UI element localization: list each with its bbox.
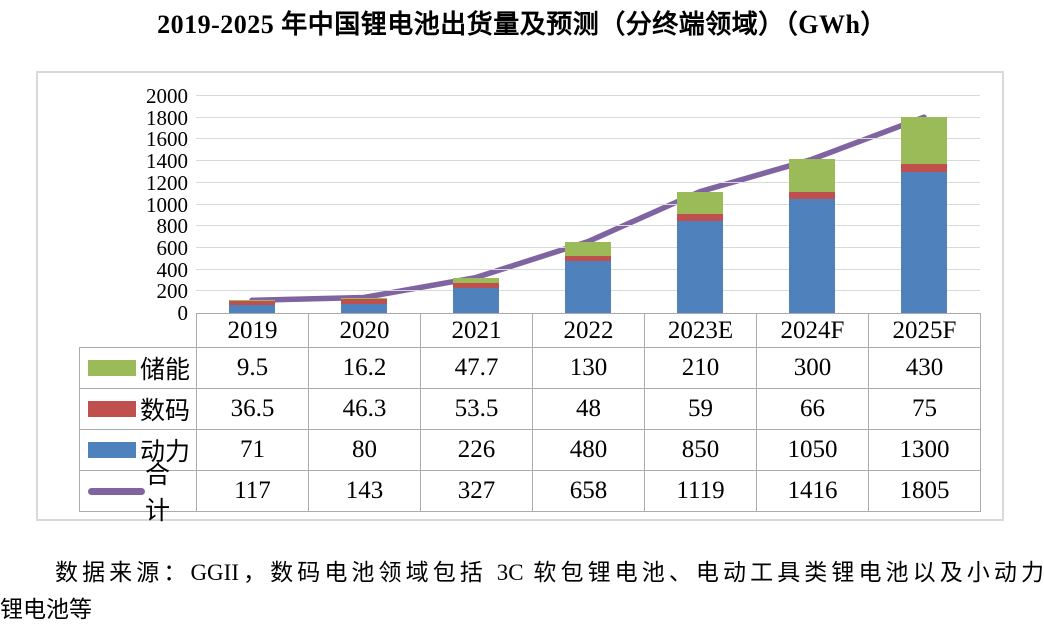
x-axis-label: 2022 bbox=[532, 313, 644, 347]
table-value-power: 480 bbox=[532, 429, 644, 470]
bar-segment-digital bbox=[565, 255, 611, 261]
bar-segment-digital bbox=[453, 282, 499, 289]
table-value-digital: 53.5 bbox=[420, 388, 532, 429]
table-value-storage: 430 bbox=[868, 347, 980, 388]
x-axis-label: 2025F bbox=[868, 313, 980, 347]
y-tick-label: 2000 bbox=[146, 84, 188, 108]
total-line bbox=[249, 114, 927, 304]
legend-label-storage: 储能 bbox=[139, 357, 190, 384]
table-value-total: 1119 bbox=[644, 470, 756, 511]
source-note: 数据来源：GGII，数码电池领域包括 3C 软包锂电池、电动工具类锂电池以及小动… bbox=[0, 554, 1044, 628]
table-value-digital: 59 bbox=[644, 388, 756, 429]
table-value-total: 658 bbox=[532, 470, 644, 511]
bar-segment-storage bbox=[677, 191, 723, 215]
gridline bbox=[196, 225, 980, 227]
table-corner-cell bbox=[79, 313, 196, 347]
y-tick-label: 1600 bbox=[146, 127, 188, 152]
bar-segment-power bbox=[341, 304, 387, 313]
legend-label-digital: 数码 bbox=[139, 398, 190, 425]
data-table: 2019 2020 2021 2022 2023E 2024F 2025F 储能 9.5 16.2… bbox=[79, 313, 981, 525]
y-tick-label: 1800 bbox=[146, 105, 188, 130]
bar-segment-power bbox=[229, 305, 275, 313]
y-tick-label: 1200 bbox=[146, 170, 188, 195]
y-tick-label: 0 bbox=[177, 301, 189, 325]
table-value-total: 1805 bbox=[868, 470, 980, 511]
bar-segment-storage bbox=[453, 277, 499, 283]
legend-label-power: 动力 bbox=[139, 439, 190, 466]
legend-cell-power: 动力 bbox=[79, 429, 196, 470]
gridline bbox=[196, 138, 980, 140]
bar-segment-power bbox=[901, 171, 947, 313]
legend-label-total: 合计 bbox=[145, 462, 171, 525]
table-value-total: 117 bbox=[196, 470, 308, 511]
gridline bbox=[196, 203, 980, 205]
legend-swatch-total bbox=[88, 487, 145, 495]
y-tick-label: 1400 bbox=[146, 149, 188, 174]
chart-title: 2019-2025 年中国锂电池出货量及预测（分终端领域）（GWh） bbox=[157, 10, 887, 39]
legend-swatch-storage bbox=[88, 360, 136, 376]
table-value-power: 1050 bbox=[756, 429, 868, 470]
x-axis-label: 2021 bbox=[420, 313, 532, 347]
table-value-digital: 75 bbox=[868, 388, 980, 429]
bar-segment-digital bbox=[229, 301, 275, 306]
y-tick-label: 1000 bbox=[146, 192, 188, 217]
table-value-digital: 46.3 bbox=[308, 388, 420, 429]
table-value-storage: 47.7 bbox=[420, 347, 532, 388]
gridline bbox=[196, 95, 980, 96]
source-note-line2: 锂电池等 bbox=[0, 597, 92, 622]
bar-segment-storage bbox=[229, 300, 275, 302]
gridline bbox=[196, 181, 980, 183]
table-value-total: 327 bbox=[420, 470, 532, 511]
x-axis-label: 2020 bbox=[308, 313, 420, 347]
y-axis: 0 200 400 600 800 1000 1200 1400 1600 1800 2000 bbox=[38, 85, 189, 324]
bar-segment-storage bbox=[789, 159, 835, 192]
x-axis-label: 2023E bbox=[644, 313, 756, 347]
legend-swatch-digital bbox=[88, 401, 136, 417]
table-value-power: 71 bbox=[196, 429, 308, 470]
legend-swatch-power bbox=[88, 442, 136, 458]
table-value-storage: 210 bbox=[644, 347, 756, 388]
table-value-digital: 48 bbox=[532, 388, 644, 429]
gridline bbox=[196, 116, 980, 118]
table-value-digital: 66 bbox=[756, 388, 868, 429]
legend-cell-total: 合计 bbox=[79, 462, 196, 525]
bar-segment-digital bbox=[341, 299, 387, 305]
bar-segment-power bbox=[789, 199, 835, 313]
y-tick-label: 200 bbox=[156, 279, 189, 304]
bar-segment-power bbox=[453, 288, 499, 313]
table-value-power: 850 bbox=[644, 429, 756, 470]
table-value-power: 1300 bbox=[868, 429, 980, 470]
chart-container: 0 200 400 600 800 1000 1200 1400 1600 1800 2000 20… bbox=[36, 71, 1004, 525]
table-value-total: 143 bbox=[308, 470, 420, 511]
table-value-storage: 16.2 bbox=[308, 347, 420, 388]
bar-segment-power bbox=[677, 220, 723, 313]
y-tick-label: 800 bbox=[156, 214, 189, 239]
x-axis-label: 2019 bbox=[196, 313, 308, 347]
legend-cell-digital: 数码 bbox=[79, 388, 196, 429]
gridline bbox=[196, 160, 980, 162]
x-axis-label: 2024F bbox=[756, 313, 868, 347]
legend-cell-storage: 储能 bbox=[79, 347, 196, 388]
plot-area bbox=[196, 95, 980, 313]
table-value-power: 226 bbox=[420, 429, 532, 470]
table-value-storage: 300 bbox=[756, 347, 868, 388]
bar-segment-power bbox=[565, 260, 611, 313]
table-value-digital: 36.5 bbox=[196, 388, 308, 429]
table-value-storage: 130 bbox=[532, 347, 644, 388]
bar-segment-storage bbox=[565, 241, 611, 256]
bar-segment-digital bbox=[677, 214, 723, 221]
table-value-power: 80 bbox=[308, 429, 420, 470]
bar-segment-storage bbox=[901, 117, 947, 164]
y-tick-label: 400 bbox=[156, 257, 189, 282]
y-tick-label: 600 bbox=[156, 235, 189, 260]
table-value-total: 1416 bbox=[756, 470, 868, 511]
source-note-line1: 数据来源：GGII，数码电池领域包括 3C 软包锂电池、电动工具类锂电池以及小动… bbox=[55, 560, 1044, 585]
table-value-storage: 9.5 bbox=[196, 347, 308, 388]
bar-segment-digital bbox=[789, 191, 835, 200]
bar-segment-digital bbox=[901, 163, 947, 172]
bar-segment-storage bbox=[341, 297, 387, 300]
